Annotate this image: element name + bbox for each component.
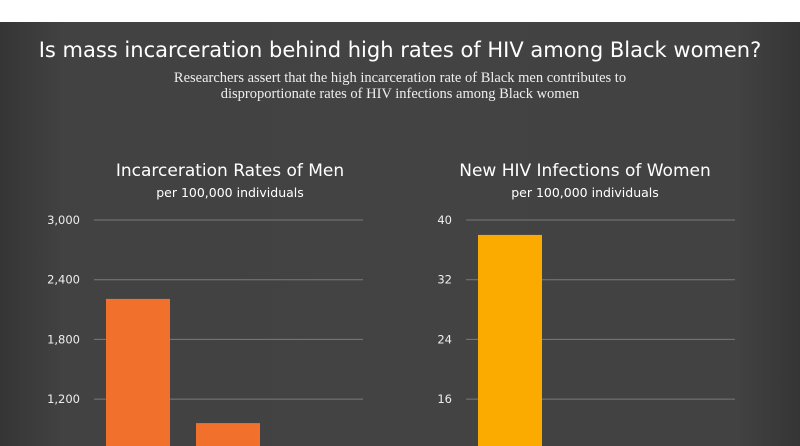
bar [106,298,170,446]
page-title: Is mass incarceration behind high rates … [38,38,762,62]
y-tick-label: 1,200 [47,392,80,406]
bar [196,423,260,446]
bar [478,234,542,446]
y-tick-label: 40 [437,213,452,227]
chart-subtitle-left: per 100,000 individuals [156,185,304,200]
y-tick-label: 32 [437,273,452,287]
subtitle-line: disproportionate rates of HIV infections… [220,86,580,102]
chart-title-left: Incarceration Rates of Men [115,161,345,181]
page-subtitle: Researchers assert that the high incarce… [0,70,800,102]
y-tick-label: 1,800 [47,332,80,346]
y-tick-label: 24 [437,332,452,346]
chart-title-right: New HIV Infections of Women [459,161,711,181]
y-tick-label: 2,400 [47,273,80,287]
y-tick-label: 16 [437,392,452,406]
chart-subtitle-right: per 100,000 individuals [511,185,659,200]
y-tick-label: 3,000 [47,213,80,227]
subtitle-line: Researchers assert that the high incarce… [173,70,627,86]
